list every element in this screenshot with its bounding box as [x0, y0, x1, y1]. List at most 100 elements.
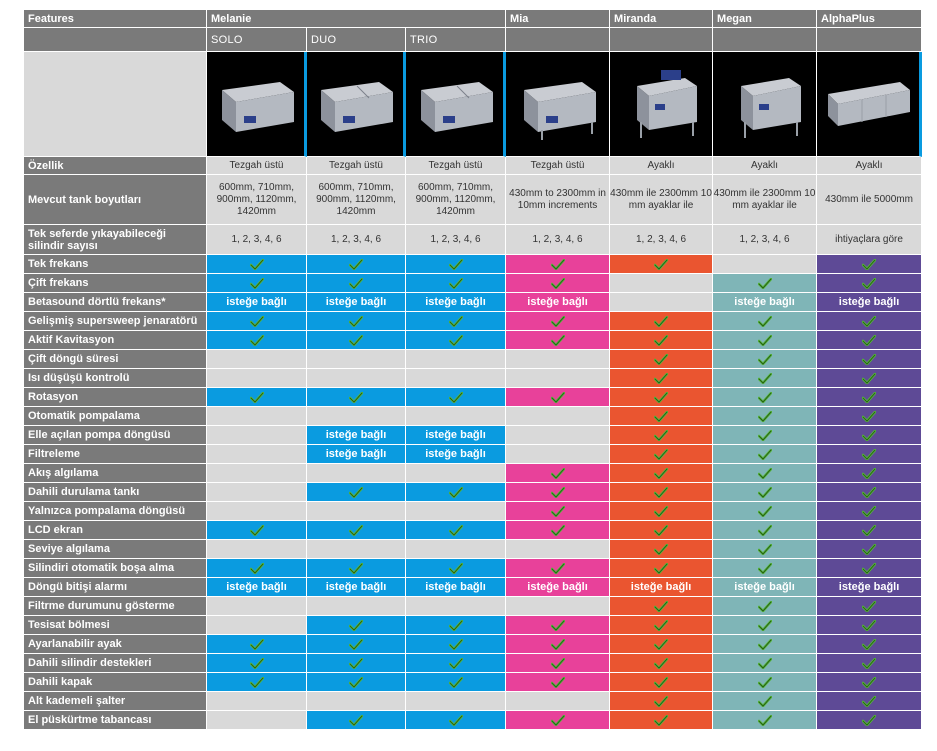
check-icon	[654, 467, 669, 479]
spec-cell: 430mm ile 2300mm 10 mm ayaklar ile	[610, 175, 714, 225]
empty-cell	[207, 502, 307, 521]
feature-label: Elle açılan pompa döngüsü	[24, 426, 207, 445]
check-cell	[817, 426, 923, 445]
check-icon	[862, 429, 877, 441]
check-icon	[249, 676, 264, 688]
check-cell	[207, 654, 307, 673]
empty-cell	[406, 350, 507, 369]
optional-cell: isteğe bağlı	[506, 578, 611, 597]
feature-row: Çift döngü süresi	[24, 350, 923, 369]
check-icon	[862, 638, 877, 650]
check-icon	[862, 505, 877, 517]
check-icon	[757, 410, 772, 422]
feature-label: Tesisat bölmesi	[24, 616, 207, 635]
check-cell	[406, 255, 507, 274]
spec-cell: 1, 2, 3, 4, 6	[506, 225, 611, 255]
check-icon	[448, 619, 463, 631]
check-cell	[506, 255, 611, 274]
check-cell	[713, 711, 818, 730]
empty-cell	[406, 597, 507, 616]
spec-row: Tek seferde yıkayabileceği silindir sayıs…	[24, 225, 923, 255]
check-cell	[817, 255, 923, 274]
check-cell	[207, 673, 307, 692]
feature-label: Gelişmiş supersweep jenaratörü	[24, 312, 207, 331]
check-cell	[610, 483, 714, 502]
check-cell	[307, 559, 406, 578]
empty-cell	[506, 540, 611, 559]
row-label: Mevcut tank boyutları	[24, 175, 207, 225]
check-icon	[757, 391, 772, 403]
check-icon	[550, 619, 565, 631]
spec-cell: Tezgah üstü	[406, 157, 507, 175]
check-cell	[506, 388, 611, 407]
check-cell	[406, 559, 507, 578]
alphaplus-machine-image	[817, 52, 923, 157]
check-icon	[654, 676, 669, 688]
spec-cell: Tezgah üstü	[506, 157, 611, 175]
feature-label: Filtrme durumunu gösterme	[24, 597, 207, 616]
feature-row: LCD ekran	[24, 521, 923, 540]
check-cell	[506, 654, 611, 673]
check-icon	[862, 486, 877, 498]
duo-machine-image	[307, 52, 406, 157]
empty-cell	[406, 407, 507, 426]
feature-label: Yalnızca pompalama döngüsü	[24, 502, 207, 521]
check-icon	[757, 486, 772, 498]
empty-cell	[307, 464, 406, 483]
check-icon	[550, 467, 565, 479]
check-icon	[249, 391, 264, 403]
feature-row: Betasound dörtlü frekans* isteğe bağlı ist…	[24, 293, 923, 312]
check-icon	[550, 638, 565, 650]
spec-cell: Tezgah üstü	[207, 157, 307, 175]
feature-row: Filtrme durumunu gösterme	[24, 597, 923, 616]
empty-cell	[506, 692, 611, 711]
check-icon	[249, 562, 264, 574]
check-cell	[713, 654, 818, 673]
check-icon	[654, 714, 669, 726]
check-icon	[862, 372, 877, 384]
variant-miranda-blank	[610, 28, 714, 52]
check-cell	[307, 521, 406, 540]
check-cell	[307, 483, 406, 502]
mia-machine-image	[506, 52, 611, 157]
variant-row: SOLO DUO TRIO	[24, 28, 923, 52]
check-icon	[862, 619, 877, 631]
check-icon	[862, 695, 877, 707]
feature-row: El püskürtme tabancası	[24, 711, 923, 730]
check-cell	[817, 559, 923, 578]
check-cell	[610, 521, 714, 540]
spec-cell: 600mm, 710mm, 900mm, 1120mm, 1420mm	[207, 175, 307, 225]
feature-row: Rotasyon	[24, 388, 923, 407]
check-cell	[207, 331, 307, 350]
spec-row: Özellik Tezgah üstü Tezgah üstü Tezgah üstü…	[24, 157, 923, 175]
check-cell	[817, 616, 923, 635]
spec-cell: 430mm to 2300mm in 10mm increments	[506, 175, 611, 225]
empty-cell	[307, 597, 406, 616]
check-icon	[757, 695, 772, 707]
check-cell	[610, 426, 714, 445]
check-cell	[610, 350, 714, 369]
check-icon	[757, 467, 772, 479]
check-icon	[862, 600, 877, 612]
variant-duo: DUO	[307, 28, 406, 52]
check-cell	[406, 274, 507, 293]
megan-machine-image	[713, 52, 818, 157]
check-cell	[307, 331, 406, 350]
check-cell	[713, 445, 818, 464]
check-cell	[506, 521, 611, 540]
check-icon	[654, 619, 669, 631]
check-cell	[610, 255, 714, 274]
check-icon	[862, 467, 877, 479]
check-icon	[550, 524, 565, 536]
check-icon	[862, 353, 877, 365]
check-cell	[610, 692, 714, 711]
empty-cell	[207, 350, 307, 369]
model-header-alphaplus: AlphaPlus	[817, 10, 923, 28]
check-icon	[550, 486, 565, 498]
empty-cell	[307, 369, 406, 388]
check-cell	[307, 274, 406, 293]
model-header-megan: Megan	[713, 10, 818, 28]
check-icon	[550, 277, 565, 289]
feature-label: Alt kademeli şalter	[24, 692, 207, 711]
check-icon	[249, 334, 264, 346]
